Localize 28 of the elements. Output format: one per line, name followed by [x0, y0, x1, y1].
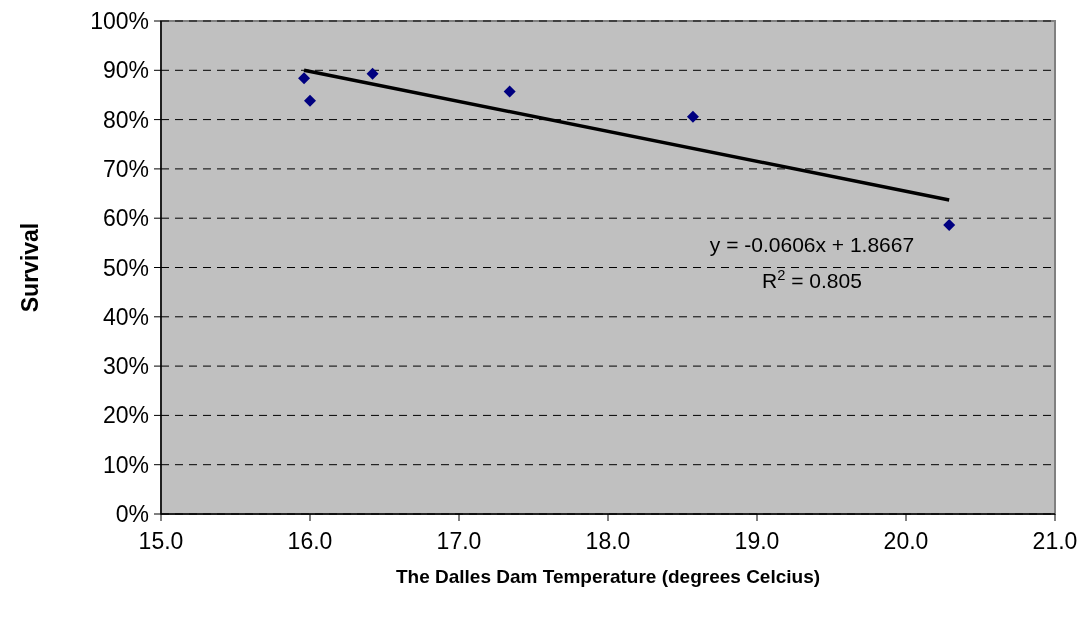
x-axis-title: The Dalles Dam Temperature (degrees Celcius): [395, 566, 821, 587]
annotation: R$^{2}$ = 0.805: [762, 267, 862, 292]
y-tick-label: 0%: [115, 501, 149, 528]
point: [686, 110, 699, 123]
y-tick-label: 80%: [102, 106, 149, 133]
x-tick-label: 17.0: [436, 528, 482, 554]
point: [304, 94, 316, 107]
y-tick-label: 30%: [102, 353, 149, 380]
point: [298, 72, 311, 85]
x-tick-label: 16.0: [287, 528, 333, 554]
annotation: y = -0.0606x + 1.8667: [709, 233, 915, 256]
y-tick-label: 100%: [90, 8, 149, 35]
y-axis-title: Survival: [17, 222, 43, 313]
y-tick-label: 50%: [102, 254, 149, 281]
x-tick-label: 18.0: [585, 528, 631, 554]
y-tick-label: 90%: [102, 57, 149, 84]
x-tick-label: 19.0: [734, 528, 780, 554]
y-tick-label: 10%: [102, 451, 149, 478]
point: [366, 67, 379, 80]
x-tick-label: 21.0: [1032, 528, 1078, 554]
x-tick-label: 20.0: [883, 528, 929, 554]
y-tick-label: 40%: [102, 303, 149, 330]
y-tick-label: 70%: [102, 155, 149, 182]
point: [943, 219, 956, 232]
y-tick-label: 60%: [102, 205, 149, 232]
x-tick-label: 15.0: [138, 528, 184, 554]
point: [503, 85, 516, 98]
y-tick-label: 20%: [102, 402, 149, 429]
